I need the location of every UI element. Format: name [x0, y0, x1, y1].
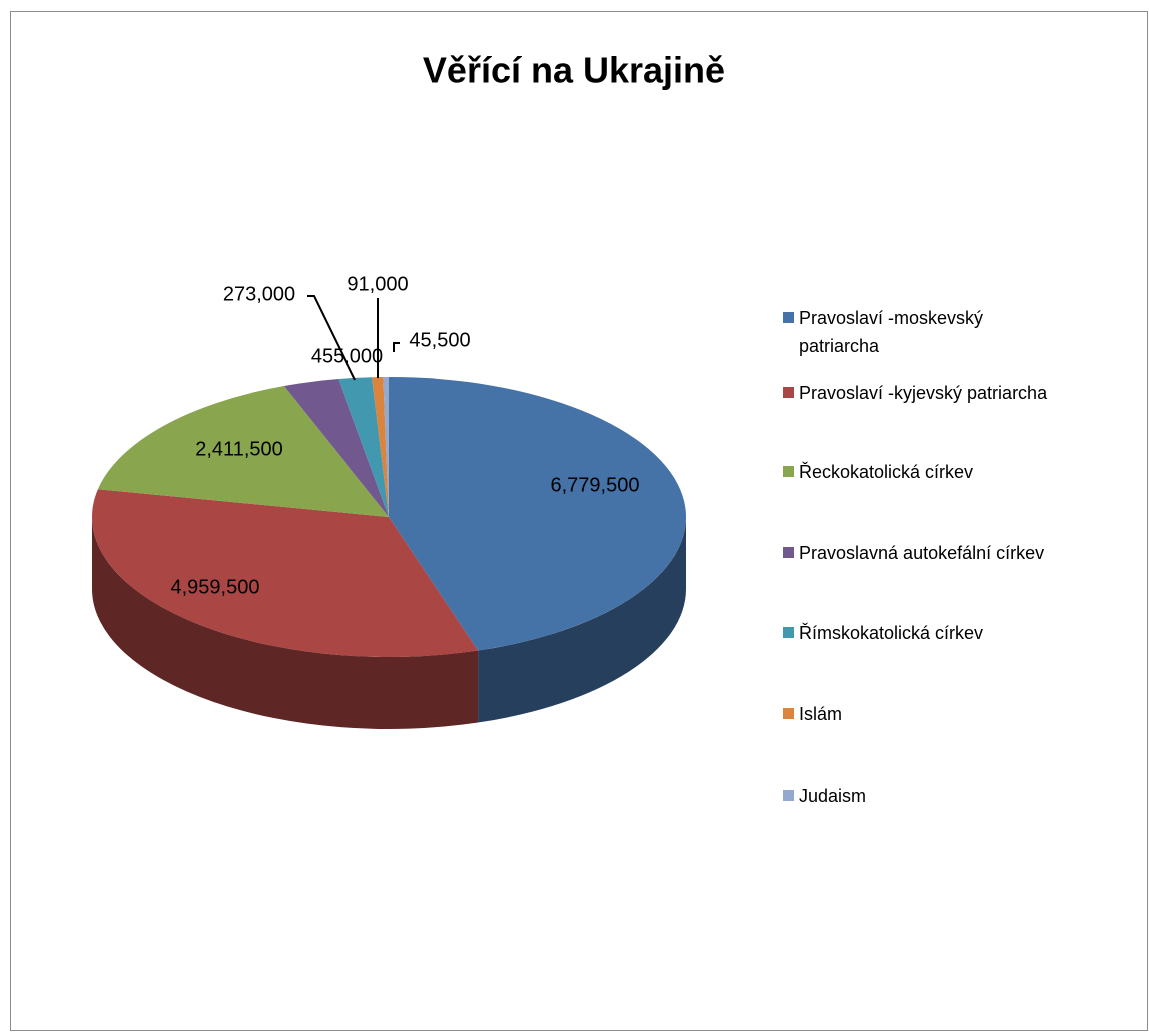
data-label: 2,411,500 [195, 438, 283, 460]
data-label: 273,000 [223, 283, 295, 305]
leader-line [307, 295, 356, 381]
slice [389, 377, 686, 651]
slice [383, 377, 389, 517]
legend-swatch [783, 627, 794, 638]
data-label: 4,959,500 [171, 576, 260, 598]
legend-swatch [783, 466, 794, 477]
data-label: 45,500 [409, 329, 470, 351]
slice-side [478, 517, 686, 723]
slice-side [91, 517, 479, 729]
slice [338, 377, 389, 517]
legend-label: Judaism [799, 786, 867, 806]
data-label: 455,000 [311, 345, 383, 367]
legend-label: Pravoslaví -moskevský patriarcha [799, 308, 984, 356]
leader-line [393, 342, 400, 352]
legend-label: Římskokatolická církev [799, 623, 984, 643]
slice [97, 386, 390, 517]
legend-swatch [783, 708, 794, 719]
legend-label: Islám [799, 704, 843, 724]
chart-title: Věřící na Ukrajině [423, 50, 725, 91]
legend-swatch [783, 387, 794, 398]
legend-label: Pravoslaví -kyjevský patriarcha [799, 383, 1048, 403]
data-label: 6,779,500 [551, 474, 640, 496]
slice [92, 489, 479, 657]
legend-swatch [783, 547, 794, 558]
legend-swatch [783, 312, 794, 323]
legend-swatch [783, 790, 794, 801]
slice [283, 379, 389, 517]
legend-label: Pravoslavná autokefální církev [799, 543, 1045, 563]
legend-label: Řeckokatolická církev [799, 462, 974, 482]
slice [372, 377, 389, 517]
data-label: 91,000 [347, 273, 408, 295]
